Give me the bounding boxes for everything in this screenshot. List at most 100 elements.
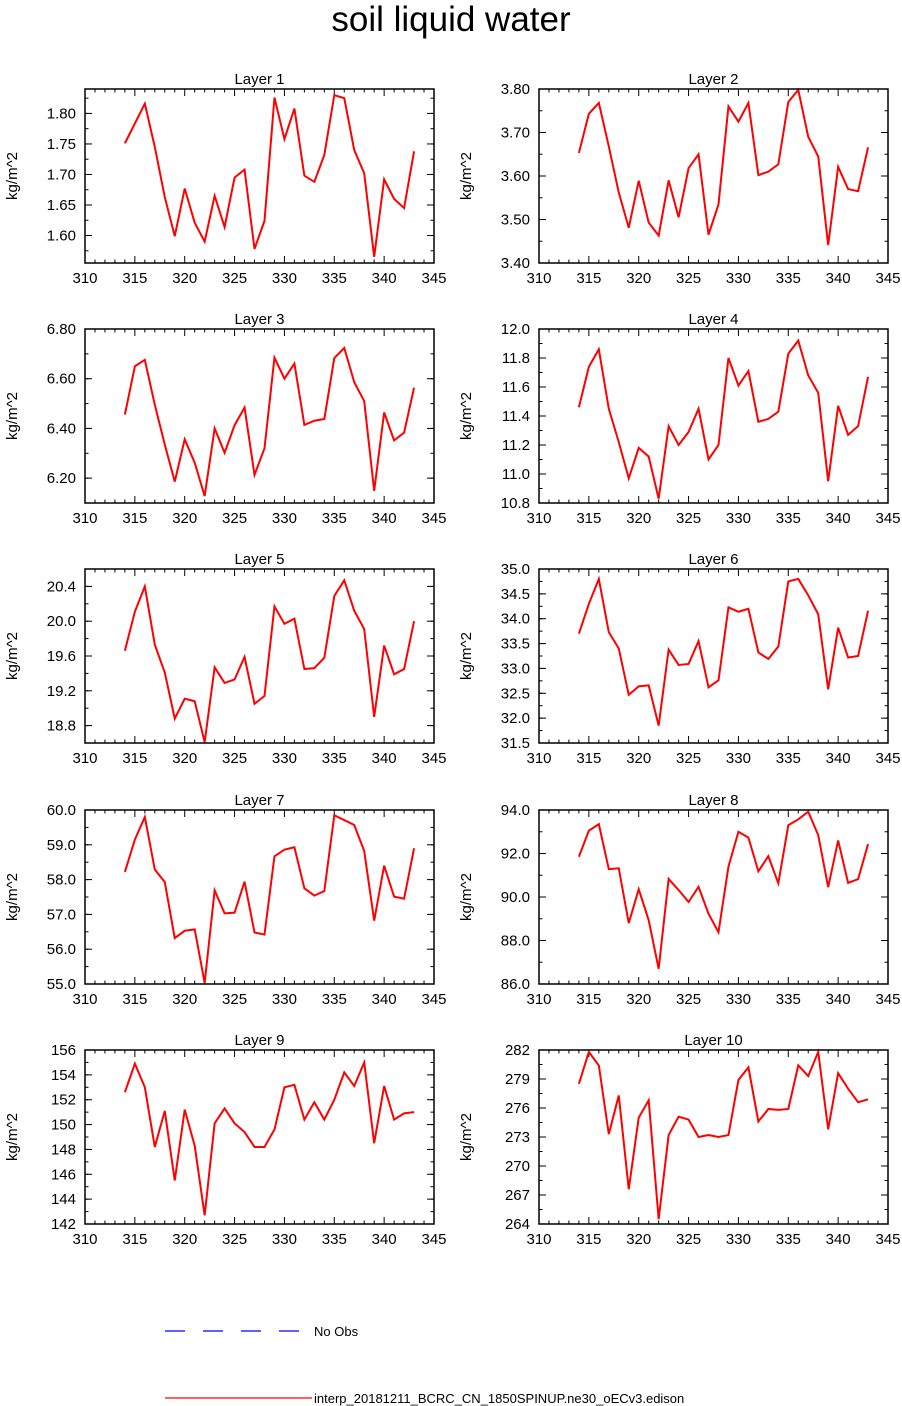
- x-tick-label: 310: [72, 270, 97, 287]
- y-tick-label: 34.5: [501, 586, 530, 603]
- plot-frame: [84, 1049, 435, 1225]
- x-tick-label: 340: [826, 991, 851, 1008]
- x-tick-label: 330: [726, 270, 751, 287]
- x-tick-label: 320: [626, 750, 651, 767]
- y-tick-label: 12.0: [501, 321, 530, 338]
- plot-frame: [538, 328, 889, 504]
- y-tick-label: 20.4: [47, 578, 76, 595]
- panel-2: Layer 2 kg/m^2 310 315 320 325 330 335 340 345 3.4…: [458, 71, 901, 287]
- y-tick-label: 279: [505, 1071, 530, 1088]
- x-tick-label: 345: [875, 991, 900, 1008]
- x-tick-label: 330: [272, 750, 297, 767]
- y-axis-label: kg/m^2: [458, 152, 475, 200]
- x-tick-label: 345: [421, 750, 446, 767]
- x-tick-label: 320: [172, 1231, 197, 1248]
- x-tick-label: 335: [776, 1231, 801, 1248]
- y-tick-label: 150: [51, 1117, 76, 1134]
- y-tick-label: 20.0: [47, 613, 76, 630]
- x-tick-label: 320: [172, 750, 197, 767]
- x-tick-label: 315: [576, 750, 601, 767]
- y-tick-label: 56.0: [47, 941, 76, 958]
- x-tick-label: 345: [421, 1231, 446, 1248]
- x-tick-label: 315: [122, 270, 147, 287]
- x-tick-label: 335: [322, 750, 347, 767]
- y-tick-label: 32.5: [501, 685, 530, 702]
- panel-9: Layer 9 kg/m^2 310 315 320 325 330 335 340 345 142…: [4, 1032, 447, 1248]
- y-tick-label: 3.50: [501, 212, 530, 229]
- x-tick-label: 325: [676, 1231, 701, 1248]
- x-tick-label: 310: [526, 991, 551, 1008]
- series-line: [123, 345, 416, 497]
- y-tick-label: 86.0: [501, 976, 530, 993]
- x-tick-label: 320: [626, 270, 651, 287]
- x-tick-label: 345: [421, 510, 446, 527]
- y-tick-label: 57.0: [47, 906, 76, 923]
- y-tick-label: 55.0: [47, 976, 76, 993]
- y-axis-label: kg/m^2: [4, 152, 21, 200]
- y-axis-label: kg/m^2: [458, 873, 475, 921]
- panel-title: Layer 3: [234, 311, 284, 328]
- x-tick-label: 340: [826, 270, 851, 287]
- y-tick-label: 3.80: [501, 81, 530, 98]
- series-line: [123, 577, 416, 743]
- y-tick-label: 3.40: [501, 255, 530, 272]
- x-tick-label: 330: [272, 991, 297, 1008]
- y-tick-label: 3.60: [501, 168, 530, 185]
- y-tick-label: 1.75: [47, 136, 76, 153]
- x-tick-label: 335: [776, 991, 801, 1008]
- y-tick-label: 11.6: [502, 379, 530, 396]
- x-tick-label: 340: [372, 510, 397, 527]
- legend: No Obs interp_20181211_BCRC_CN_1850SPINU…: [165, 1324, 684, 1406]
- series-line: [123, 813, 416, 984]
- y-axis-label: kg/m^2: [458, 392, 475, 440]
- y-tick-label: 19.2: [47, 683, 76, 700]
- x-tick-label: 325: [222, 1231, 247, 1248]
- x-tick-label: 325: [222, 991, 247, 1008]
- x-tick-label: 335: [322, 510, 347, 527]
- x-tick-label: 345: [875, 1231, 900, 1248]
- x-tick-label: 345: [421, 991, 446, 1008]
- plot-frame: [84, 809, 435, 985]
- series-line: [577, 1048, 869, 1220]
- y-tick-label: 1.65: [47, 197, 76, 214]
- y-axis-label: kg/m^2: [4, 392, 21, 440]
- legend-no-obs-label: No Obs: [314, 1324, 359, 1339]
- panel-1: Layer 1 kg/m^2 310 315 320 325 330 335 340 345 1.6…: [4, 71, 447, 287]
- y-tick-label: 146: [51, 1166, 76, 1183]
- panel-4: Layer 4 kg/m^2 310 315 320 325 330 335 340 345 10.…: [458, 311, 901, 527]
- x-tick-label: 315: [122, 1231, 147, 1248]
- plot-frame: [84, 568, 435, 744]
- y-axis-label: kg/m^2: [458, 1113, 475, 1161]
- x-tick-label: 335: [776, 270, 801, 287]
- series-line: [123, 93, 416, 258]
- x-tick-label: 340: [372, 991, 397, 1008]
- x-tick-label: 320: [626, 991, 651, 1008]
- y-tick-label: 270: [505, 1158, 530, 1175]
- y-tick-label: 142: [51, 1216, 76, 1233]
- panel-title: Layer 4: [688, 311, 738, 328]
- y-tick-label: 11.4: [502, 408, 530, 425]
- y-tick-label: 11.8: [502, 350, 530, 367]
- x-tick-label: 325: [676, 750, 701, 767]
- x-tick-label: 310: [72, 750, 97, 767]
- y-tick-label: 144: [51, 1191, 76, 1208]
- x-tick-label: 330: [272, 510, 297, 527]
- y-axis-label: kg/m^2: [458, 632, 475, 680]
- legend-model-label: interp_20181211_BCRC_CN_1850SPINUP.ne30_…: [314, 1391, 684, 1406]
- series-line: [577, 575, 870, 726]
- x-tick-label: 340: [826, 750, 851, 767]
- y-tick-label: 154: [51, 1067, 76, 1084]
- panel-8: Layer 8 kg/m^2 310 315 320 325 330 335 340 345 86.…: [458, 792, 901, 1008]
- x-tick-label: 325: [222, 750, 247, 767]
- plot-frame: [538, 88, 889, 264]
- series-line: [123, 1058, 415, 1216]
- y-axis-label: kg/m^2: [4, 1113, 21, 1161]
- y-tick-label: 59.0: [47, 837, 76, 854]
- x-tick-label: 335: [776, 750, 801, 767]
- y-tick-label: 34.0: [501, 611, 530, 628]
- series-line: [577, 338, 870, 499]
- x-tick-label: 345: [421, 270, 446, 287]
- y-tick-label: 88.0: [501, 933, 530, 950]
- panel-6: Layer 6 kg/m^2 310 315 320 325 330 335 340 345 31.…: [458, 551, 901, 767]
